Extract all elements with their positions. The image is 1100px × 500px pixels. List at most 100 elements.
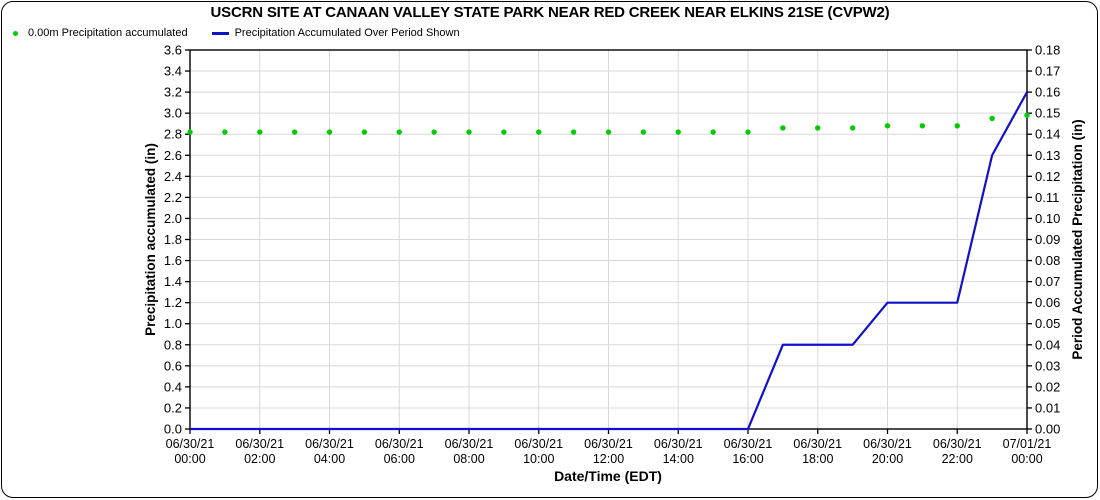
y-right-tick-label: 0.06 [1035, 295, 1060, 310]
accumulated-point [291, 129, 298, 135]
accumulated-point [780, 125, 786, 131]
accumulated-point [815, 125, 821, 131]
y-left-tick-label: 3.0 [164, 106, 182, 121]
x-tick-date-label: 06/30/21 [375, 437, 424, 451]
y-left-tick-label: 3.6 [164, 43, 182, 58]
y-left-tick-label: 3.4 [164, 64, 182, 79]
accumulated-point [640, 129, 647, 135]
accumulated-point [849, 125, 856, 131]
x-tick-date-label: 06/30/21 [654, 437, 703, 451]
y-right-tick-label: 0.01 [1035, 400, 1060, 415]
y-left-axis-title: Precipitation accumulated (in) [143, 143, 158, 336]
y-right-tick-label: 0.15 [1035, 106, 1060, 121]
y-right-axis-title: Period Accumulated Precipitation (in) [1070, 119, 1085, 359]
x-tick-date-label: 06/30/21 [584, 437, 633, 451]
legend-item-accumulated: 0.00m Precipitation accumulated [13, 27, 188, 39]
accumulated-point [745, 129, 751, 135]
y-left-tick-label: 2.4 [164, 169, 182, 184]
x-tick-time-label: 12:00 [593, 452, 624, 466]
y-right-tick-label: 0.02 [1035, 379, 1060, 394]
x-tick-time-label: 18:00 [802, 452, 833, 466]
y-right-tick-label: 0.18 [1035, 43, 1060, 58]
legend-label: Precipitation Accumulated Over Period Sh… [234, 27, 460, 39]
y-right-tick-label: 0.13 [1035, 148, 1060, 163]
accumulated-point [396, 129, 402, 135]
x-tick-time-label: 14:00 [663, 452, 694, 466]
y-right-tick-label: 0.03 [1035, 358, 1060, 373]
x-tick-date-label: 06/30/21 [724, 437, 773, 451]
accumulated-point [361, 129, 368, 135]
y-left-tick-label: 1.6 [164, 253, 182, 268]
y-left-tick-label: 1.8 [164, 232, 182, 247]
accumulated-point [501, 129, 507, 135]
y-right-tick-label: 0.16 [1035, 85, 1060, 100]
accumulated-point [466, 129, 472, 135]
x-tick-date-label: 06/30/21 [445, 437, 494, 451]
x-axis-title: Date/Time (EDT) [554, 468, 662, 484]
accumulated-point [605, 129, 612, 135]
green-dot-marker-icon [13, 30, 18, 36]
accumulated-point [919, 123, 926, 129]
x-tick-date-label: 06/30/21 [235, 437, 284, 451]
accumulated-point [954, 123, 960, 129]
x-tick-time-label: 02:00 [244, 452, 275, 466]
y-right-tick-label: 0.17 [1035, 64, 1060, 79]
y-left-tick-label: 1.0 [164, 316, 182, 331]
y-right-tick-label: 0.07 [1035, 274, 1060, 289]
y-right-tick-label: 0.05 [1035, 316, 1060, 331]
y-left-tick-label: 0.0 [164, 422, 182, 437]
y-left-tick-label: 1.4 [164, 274, 182, 289]
y-right-tick-label: 0.09 [1035, 232, 1060, 247]
accumulated-point [884, 123, 891, 129]
accumulated-point [989, 115, 995, 122]
x-tick-date-label: 06/30/21 [166, 437, 215, 451]
y-right-tick-label: 0.11 [1035, 190, 1059, 205]
accumulated-point [326, 129, 333, 135]
legend: 0.00m Precipitation accumulated Precipit… [13, 27, 460, 39]
legend-item-period: Precipitation Accumulated Over Period Sh… [211, 27, 460, 39]
accumulated-point [187, 129, 193, 135]
x-tick-date-label: 07/01/21 [1003, 437, 1052, 451]
y-left-tick-label: 0.2 [164, 400, 182, 415]
x-tick-date-label: 06/30/21 [305, 437, 354, 451]
y-left-tick-label: 3.2 [164, 85, 182, 100]
y-left-tick-label: 2.8 [164, 127, 182, 142]
blue-line-marker-icon [211, 31, 229, 35]
accumulated-point [1024, 112, 1030, 118]
x-tick-time-label: 10:00 [523, 452, 554, 466]
y-right-tick-label: 0.08 [1035, 253, 1060, 268]
y-left-tick-label: 0.8 [164, 337, 182, 352]
accumulated-point [710, 129, 716, 135]
x-tick-time-label: 22:00 [942, 452, 973, 466]
x-tick-date-label: 06/30/21 [863, 437, 912, 451]
y-right-tick-label: 0.04 [1035, 337, 1060, 352]
y-left-tick-label: 2.6 [164, 148, 182, 163]
x-tick-date-label: 06/30/21 [933, 437, 982, 451]
x-tick-time-label: 06:00 [384, 452, 415, 466]
accumulated-point [536, 129, 542, 135]
legend-label: 0.00m Precipitation accumulated [28, 27, 188, 39]
x-tick-time-label: 00:00 [174, 452, 205, 466]
accumulated-point [431, 129, 437, 135]
y-left-tick-label: 0.4 [164, 379, 182, 394]
accumulated-point [570, 129, 577, 135]
x-tick-time-label: 00:00 [1011, 452, 1042, 466]
y-right-tick-label: 0.12 [1035, 169, 1060, 184]
y-left-tick-label: 0.6 [164, 358, 182, 373]
y-left-tick-label: 2.2 [164, 190, 182, 205]
x-tick-time-label: 08:00 [453, 452, 484, 466]
y-left-tick-label: 1.2 [164, 295, 182, 310]
x-tick-time-label: 20:00 [872, 452, 903, 466]
x-tick-time-label: 16:00 [732, 452, 763, 466]
accumulated-point [257, 129, 263, 135]
x-tick-time-label: 04:00 [314, 452, 345, 466]
chart-title: USCRN SITE AT CANAAN VALLEY STATE PARK N… [210, 4, 890, 21]
accumulated-point [222, 129, 228, 135]
period-accumulation-line [190, 91, 1028, 431]
x-tick-date-label: 06/30/21 [793, 437, 842, 451]
y-left-tick-label: 2.0 [164, 211, 182, 226]
y-right-tick-label: 0.10 [1035, 211, 1060, 226]
y-right-tick-label: 0.14 [1035, 127, 1060, 142]
